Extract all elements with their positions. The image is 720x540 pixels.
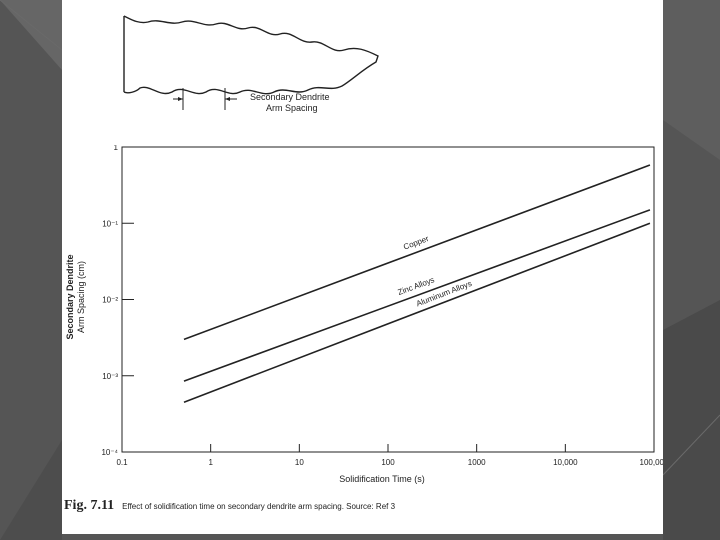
figure-caption: Fig. 7.11 Effect of solidification time o… [64,498,654,518]
dendrite-outline [123,15,379,95]
caption-text: Effect of solidification time on seconda… [122,502,396,511]
slide: Secondary Dendrite Arm Spacing 0.1 1 10 100… [62,0,663,534]
y-tick-label: 1 [114,145,119,152]
y-axis-title-line1: Secondary Dendrite [65,254,75,339]
y-axis-title-line2: Arm Spacing (cm) [76,261,86,333]
y-tick-label: 10⁻¹ [102,219,118,228]
series-line-1 [183,209,651,382]
x-tick-label: 1000 [468,458,486,467]
schematic-label-line1: Secondary Dendrite [250,92,330,102]
series-line-2 [183,222,651,403]
dendrite-schematic: Secondary Dendrite Arm Spacing [123,15,379,113]
chart: 0.1 1 10 100 1000 10,000 100,000 1 10⁻¹ 10⁻² 10⁻³ 1… [65,145,663,484]
x-tick-label: 100,000 [640,458,663,467]
x-tick-label: 1 [208,458,213,467]
x-tick-label: 100 [381,458,395,467]
x-tick-label: 10,000 [553,458,578,467]
series-line-0 [183,164,651,341]
y-tick-label: 10⁻⁴ [101,448,118,457]
x-tick-label: 0.1 [116,458,128,467]
x-axis-title: Solidification Time (s) [339,474,425,484]
y-tick-label: 10⁻³ [102,372,118,381]
y-tick-label: 10⁻² [102,296,118,305]
schematic-label-line2: Arm Spacing [266,103,318,113]
x-tick-label: 10 [295,458,304,467]
figure-number: Fig. 7.11 [64,498,115,513]
